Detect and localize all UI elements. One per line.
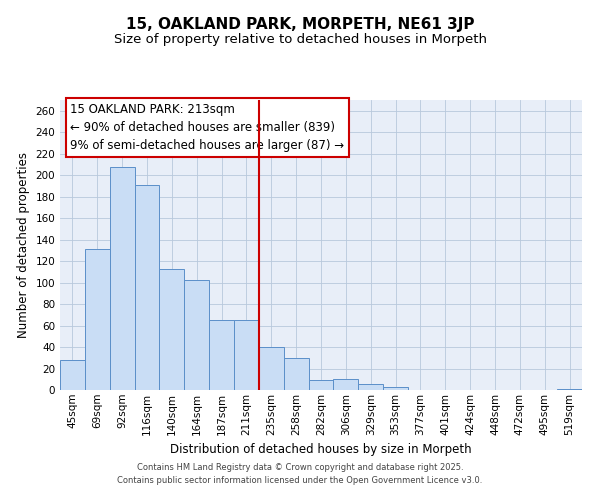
Bar — [358, 384, 383, 390]
Bar — [284, 358, 308, 390]
Bar — [383, 387, 408, 390]
Text: 15, OAKLAND PARK, MORPETH, NE61 3JP: 15, OAKLAND PARK, MORPETH, NE61 3JP — [126, 18, 474, 32]
Bar — [259, 347, 284, 390]
Bar — [184, 280, 209, 390]
Bar — [209, 320, 234, 390]
Text: Size of property relative to detached houses in Morpeth: Size of property relative to detached ho… — [113, 32, 487, 46]
Text: Contains public sector information licensed under the Open Government Licence v3: Contains public sector information licen… — [118, 476, 482, 485]
Bar — [110, 166, 134, 390]
Bar — [557, 389, 582, 390]
Bar — [234, 320, 259, 390]
Bar — [334, 380, 358, 390]
Bar — [160, 268, 184, 390]
Y-axis label: Number of detached properties: Number of detached properties — [17, 152, 30, 338]
Bar — [60, 360, 85, 390]
Bar — [134, 185, 160, 390]
Bar — [85, 250, 110, 390]
Bar — [308, 380, 334, 390]
Text: Contains HM Land Registry data © Crown copyright and database right 2025.: Contains HM Land Registry data © Crown c… — [137, 464, 463, 472]
Text: 15 OAKLAND PARK: 213sqm
← 90% of detached houses are smaller (839)
9% of semi-de: 15 OAKLAND PARK: 213sqm ← 90% of detache… — [70, 103, 344, 152]
X-axis label: Distribution of detached houses by size in Morpeth: Distribution of detached houses by size … — [170, 443, 472, 456]
